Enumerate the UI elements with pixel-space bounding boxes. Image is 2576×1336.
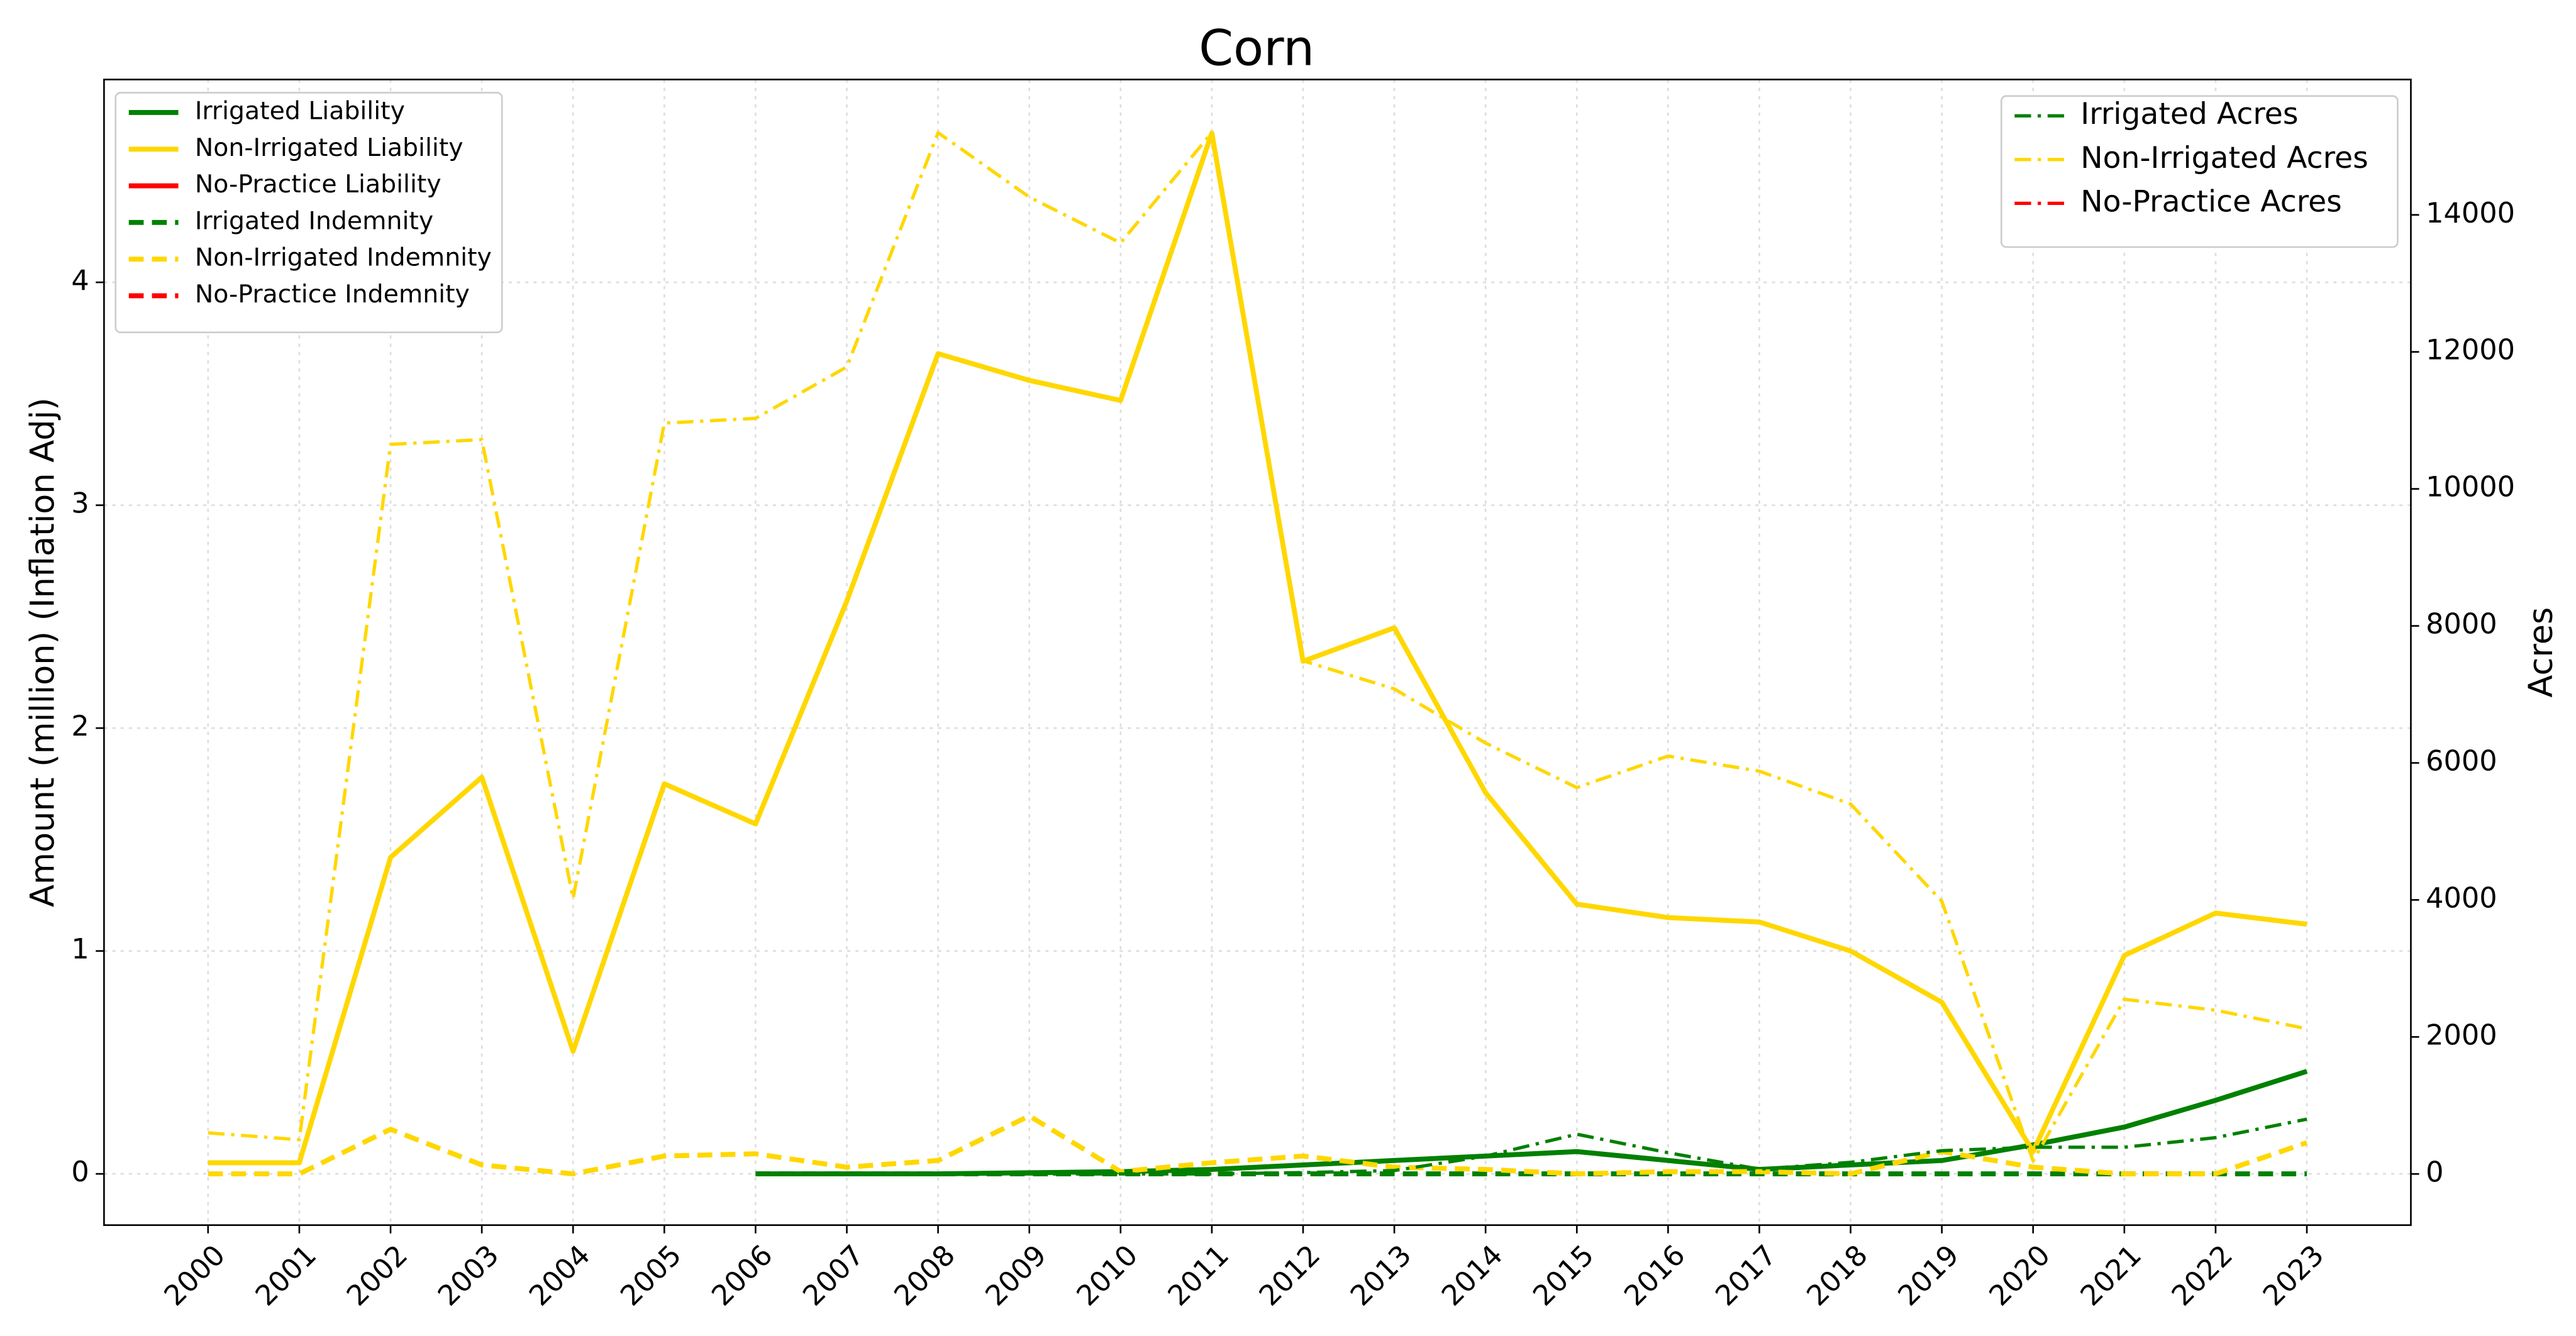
- legend: Irrigated Acres Non-Irrigated Acres No-Pra…: [2000, 95, 2399, 248]
- x-tick-label: 2000: [158, 1239, 231, 1312]
- x-tick-label: 2017: [1709, 1239, 1783, 1312]
- x-tick-label: 2008: [888, 1239, 962, 1312]
- plot-frame: [103, 79, 2412, 1226]
- series-line: [755, 1117, 2307, 1176]
- y2-tick-label: 0: [2426, 1156, 2443, 1188]
- y2-axis-label: Acres: [2522, 607, 2560, 698]
- x-tick-label: 2004: [523, 1239, 596, 1312]
- y2-tick-label: 10000: [2426, 471, 2515, 504]
- y2-tick-label: 14000: [2426, 197, 2515, 229]
- y-tick-label: 0: [71, 1156, 89, 1188]
- legend-label: Irrigated Indemnity: [195, 206, 433, 235]
- x-tick-label: 2013: [1344, 1239, 1418, 1312]
- y2-tick-label: 6000: [2426, 744, 2497, 777]
- legend-box: [114, 92, 503, 334]
- x-tick-label: 2007: [797, 1239, 870, 1312]
- x-tick-label: 2021: [2074, 1239, 2148, 1312]
- x-tick-label: 2011: [1162, 1239, 1235, 1312]
- x-tick-label: 2009: [979, 1239, 1053, 1312]
- x-tick-label: 2001: [249, 1239, 323, 1312]
- x-tick-label: 2022: [2165, 1239, 2239, 1312]
- legend-label: No-Practice Acres: [2080, 184, 2341, 219]
- y-tick-label: 1: [71, 933, 89, 966]
- x-tick-label: 2005: [614, 1239, 687, 1312]
- x-tick-label: 2018: [1801, 1239, 1874, 1312]
- legend: Irrigated Liability Non-Irrigated Liabili…: [114, 92, 503, 334]
- y-tick-label: 2: [71, 710, 89, 743]
- x-tick-label: 2016: [1618, 1239, 1692, 1312]
- series-line: [208, 131, 2307, 1163]
- y2-tick-label: 12000: [2426, 334, 2515, 367]
- legend-label: No-Practice Indemnity: [195, 280, 470, 309]
- legend-label: Non-Irrigated Liability: [195, 133, 464, 162]
- series-line: [755, 1069, 2308, 1177]
- x-tick-label: 2019: [1892, 1239, 1965, 1312]
- x-tick-label: 2003: [431, 1239, 505, 1312]
- y2-tick-label: 8000: [2426, 608, 2497, 641]
- y-axis-label: Amount (million) (Inflation Adj): [24, 397, 62, 907]
- legend-box: [2000, 95, 2399, 248]
- legend-label: Non-Irrigated Indemnity: [195, 243, 492, 272]
- chart-title: Corn: [1199, 19, 1314, 77]
- x-tick-label: 2020: [1983, 1239, 2057, 1312]
- x-tick-label: 2002: [340, 1239, 414, 1312]
- legend-label: Irrigated Acres: [2080, 97, 2298, 131]
- legend-label: Non-Irrigated Acres: [2080, 141, 2368, 175]
- x-tick-label: 2010: [1070, 1239, 1144, 1312]
- y-tick-label: 3: [71, 487, 89, 520]
- x-tick-label: 2023: [2257, 1239, 2330, 1312]
- x-tick-label: 2015: [1526, 1239, 1600, 1312]
- y-tick-label: 4: [71, 264, 89, 297]
- y2-tick-label: 4000: [2426, 881, 2497, 914]
- y2-tick-label: 2000: [2426, 1019, 2497, 1051]
- x-tick-label: 2014: [1435, 1239, 1509, 1312]
- legend-label: No-Practice Liability: [195, 170, 441, 199]
- x-tick-label: 2012: [1253, 1239, 1326, 1312]
- series-line: [208, 1113, 2308, 1177]
- x-tick-label: 2006: [706, 1239, 779, 1312]
- legend-label: Irrigated Liability: [195, 96, 405, 125]
